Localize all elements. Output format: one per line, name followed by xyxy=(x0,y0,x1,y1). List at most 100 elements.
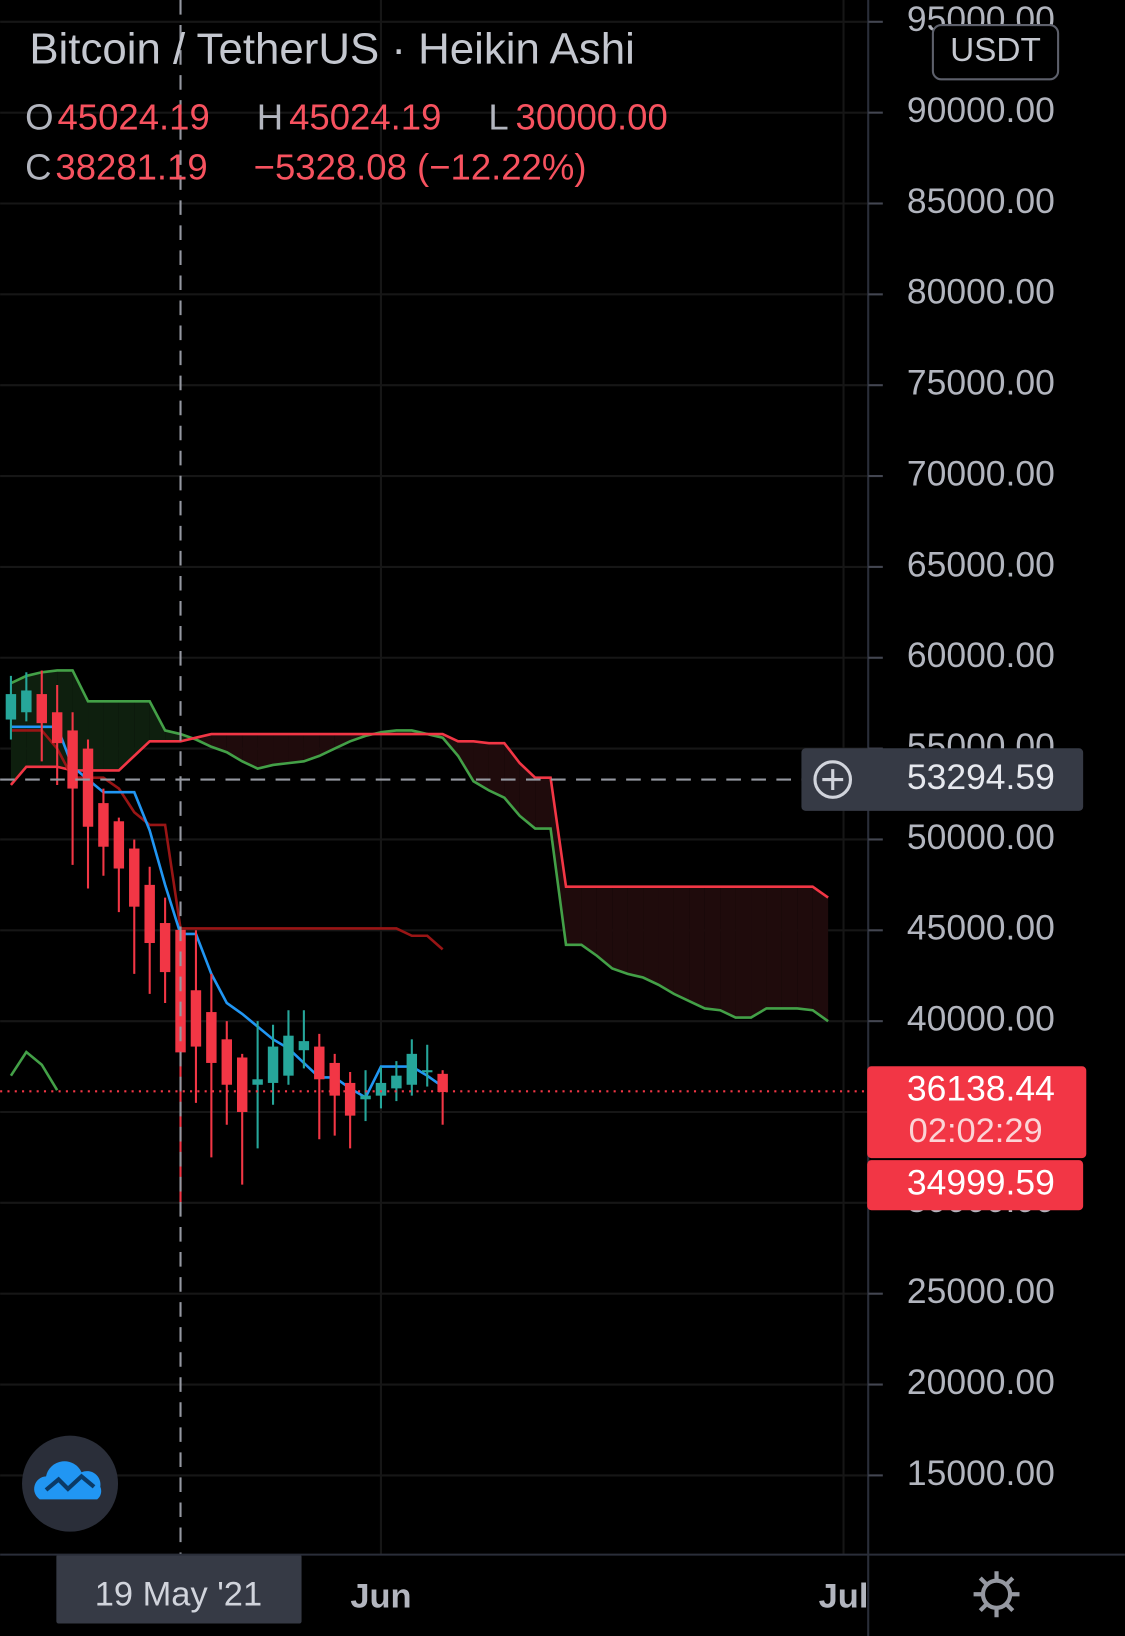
high-letter: H xyxy=(257,97,283,138)
cloud xyxy=(643,886,659,985)
cloud xyxy=(535,777,551,829)
cloud xyxy=(242,734,258,769)
close-letter: C xyxy=(25,147,51,188)
open-letter: O xyxy=(25,97,53,138)
change-value: −5328.08 (−12.22%) xyxy=(254,147,587,188)
low-letter: L xyxy=(488,97,508,138)
chart-title: Bitcoin / TetherUS · Heikin Ashi xyxy=(29,25,635,74)
cloud xyxy=(103,701,119,771)
cloud xyxy=(689,886,705,1009)
y-tick-label: 40000.00 xyxy=(907,999,1055,1039)
logo-cloud[interactable] xyxy=(34,1461,102,1500)
candle-body xyxy=(298,1041,310,1051)
cloud xyxy=(797,886,813,1011)
y-tick-label: 65000.00 xyxy=(907,544,1055,584)
add-alert-plus[interactable] xyxy=(822,769,844,791)
overlay: Bitcoin / TetherUS · Heikin Ashi USDT O … xyxy=(22,23,1060,1618)
candle-body xyxy=(267,1046,279,1083)
currency-label[interactable]: USDT xyxy=(950,32,1041,69)
y-tick-label: 70000.00 xyxy=(907,453,1055,493)
candle-body xyxy=(98,803,109,847)
cloud xyxy=(118,701,135,771)
logo-line[interactable] xyxy=(44,1473,96,1492)
cloud xyxy=(673,886,690,1002)
cloud xyxy=(473,741,489,791)
cloud xyxy=(288,734,304,764)
y-tick-label: 15000.00 xyxy=(907,1453,1055,1493)
last-price-box xyxy=(867,1066,1087,1159)
y-tick-label: 20000.00 xyxy=(907,1362,1055,1402)
y-tick-label: 75000.00 xyxy=(907,363,1055,403)
crosshair-price-box xyxy=(801,748,1084,811)
candle-body xyxy=(5,694,17,720)
gear-ring[interactable] xyxy=(980,1578,1013,1610)
extra-price-box xyxy=(867,1160,1084,1211)
cloud xyxy=(720,886,736,1018)
candle-body xyxy=(252,1079,263,1085)
cloud xyxy=(735,886,752,1018)
leading-span-b xyxy=(9,732,829,899)
y-tick-label: 90000.00 xyxy=(907,90,1055,130)
y-tick-label: 45000.00 xyxy=(907,908,1055,948)
candle-body xyxy=(144,884,155,944)
cloud xyxy=(488,743,505,798)
cloud xyxy=(165,730,181,742)
candle-body xyxy=(190,990,202,1047)
cloud xyxy=(550,777,566,945)
high-value: 45024.19 xyxy=(289,97,441,138)
crosshair-price-label: 53294.59 xyxy=(907,757,1055,797)
candle-body xyxy=(437,1073,448,1093)
low-value: 30000.00 xyxy=(516,97,668,138)
cloud xyxy=(812,886,829,1022)
cloud xyxy=(704,886,721,1011)
crosshair-date-label: 19 May '21 xyxy=(95,1575,262,1613)
candle-body xyxy=(159,923,171,973)
y-tick-label: 85000.00 xyxy=(907,181,1055,221)
candle-body xyxy=(206,1012,217,1063)
y-tick-label: 80000.00 xyxy=(907,272,1055,312)
candle-body xyxy=(221,1039,232,1085)
candle-body xyxy=(113,821,125,869)
cloud xyxy=(334,734,351,749)
cloud xyxy=(273,734,289,765)
candle-body xyxy=(329,1062,340,1096)
y-tick-label: 50000.00 xyxy=(907,817,1055,857)
candle-body xyxy=(236,1057,248,1112)
candle-body xyxy=(406,1053,418,1085)
logo-button[interactable] xyxy=(22,1435,119,1532)
close-value: 38281.19 xyxy=(55,147,207,188)
candle-body xyxy=(391,1075,402,1089)
candle-body xyxy=(344,1082,356,1116)
cloud xyxy=(565,886,582,945)
cloud xyxy=(458,741,474,782)
y-tick-label: 25000.00 xyxy=(907,1271,1055,1311)
y-tick-label: 60000.00 xyxy=(907,635,1055,675)
add-alert-icon[interactable] xyxy=(813,760,853,799)
cloud xyxy=(303,734,320,762)
crosshair-date-box xyxy=(56,1554,302,1624)
candle-body xyxy=(51,712,63,744)
lagging-span xyxy=(9,1050,59,1091)
gear-teeth[interactable] xyxy=(973,1571,1020,1618)
candle-body xyxy=(82,748,94,827)
candle-body xyxy=(21,690,32,713)
currency-button[interactable] xyxy=(931,23,1060,81)
candle-body xyxy=(360,1095,371,1100)
cloud xyxy=(581,886,597,956)
countdown-label: 02:02:29 xyxy=(909,1112,1043,1150)
cloud xyxy=(596,886,613,969)
candle-body xyxy=(283,1035,294,1076)
candle-body xyxy=(129,848,140,907)
open-value: 45024.19 xyxy=(58,97,210,138)
cloud xyxy=(766,886,782,1009)
last-price-label: 36138.44 xyxy=(907,1069,1055,1109)
settings-button[interactable] xyxy=(973,1571,1020,1618)
candle-body xyxy=(375,1082,387,1096)
x-tick-label: Jul xyxy=(819,1578,869,1616)
cloud xyxy=(781,886,798,1009)
cloud xyxy=(658,886,674,994)
cloud xyxy=(257,734,274,769)
cloud xyxy=(612,886,628,974)
